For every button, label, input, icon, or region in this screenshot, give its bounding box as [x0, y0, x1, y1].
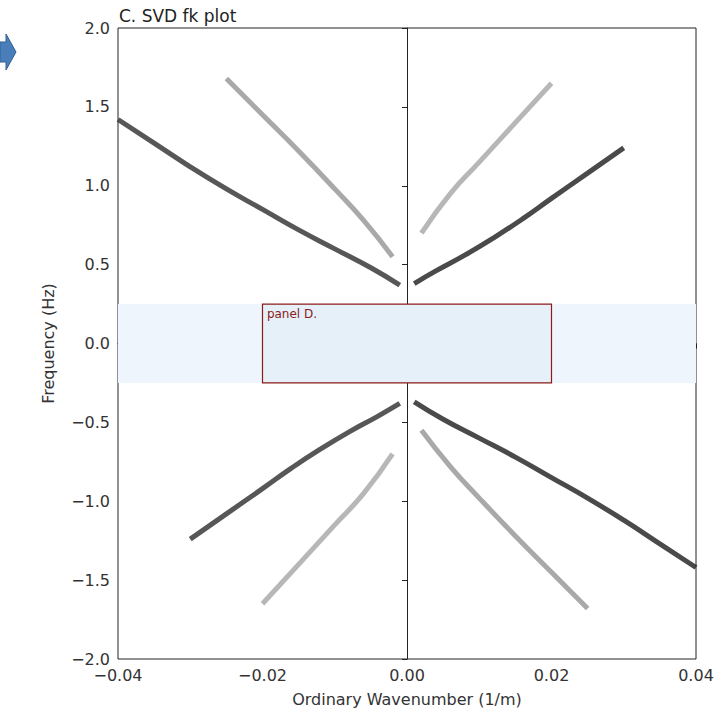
svg-text:1.0: 1.0	[85, 176, 110, 195]
svg-text:1.5: 1.5	[85, 97, 110, 116]
svg-text:Frequency (Hz): Frequency (Hz)	[39, 283, 58, 404]
svg-text:0.00: 0.00	[389, 666, 425, 685]
svg-text:−1.5: −1.5	[71, 571, 110, 590]
svg-text:0.02: 0.02	[534, 666, 570, 685]
svg-text:C. SVD fk plot: C. SVD fk plot	[119, 6, 237, 26]
svg-text:2.0: 2.0	[85, 19, 110, 38]
svg-text:0.5: 0.5	[85, 255, 110, 274]
svg-text:−0.02: −0.02	[238, 666, 287, 685]
svg-text:−0.5: −0.5	[71, 413, 110, 432]
svg-text:0.0: 0.0	[85, 334, 110, 353]
svg-text:Ordinary Wavenumber (1/m): Ordinary Wavenumber (1/m)	[292, 690, 522, 709]
svg-text:0.04: 0.04	[678, 666, 714, 685]
svg-text:−2.0: −2.0	[71, 649, 110, 669]
svg-text:−0.04: −0.04	[93, 666, 142, 685]
svg-text:panel D.: panel D.	[267, 307, 317, 321]
svg-text:−1.0: −1.0	[71, 492, 110, 511]
